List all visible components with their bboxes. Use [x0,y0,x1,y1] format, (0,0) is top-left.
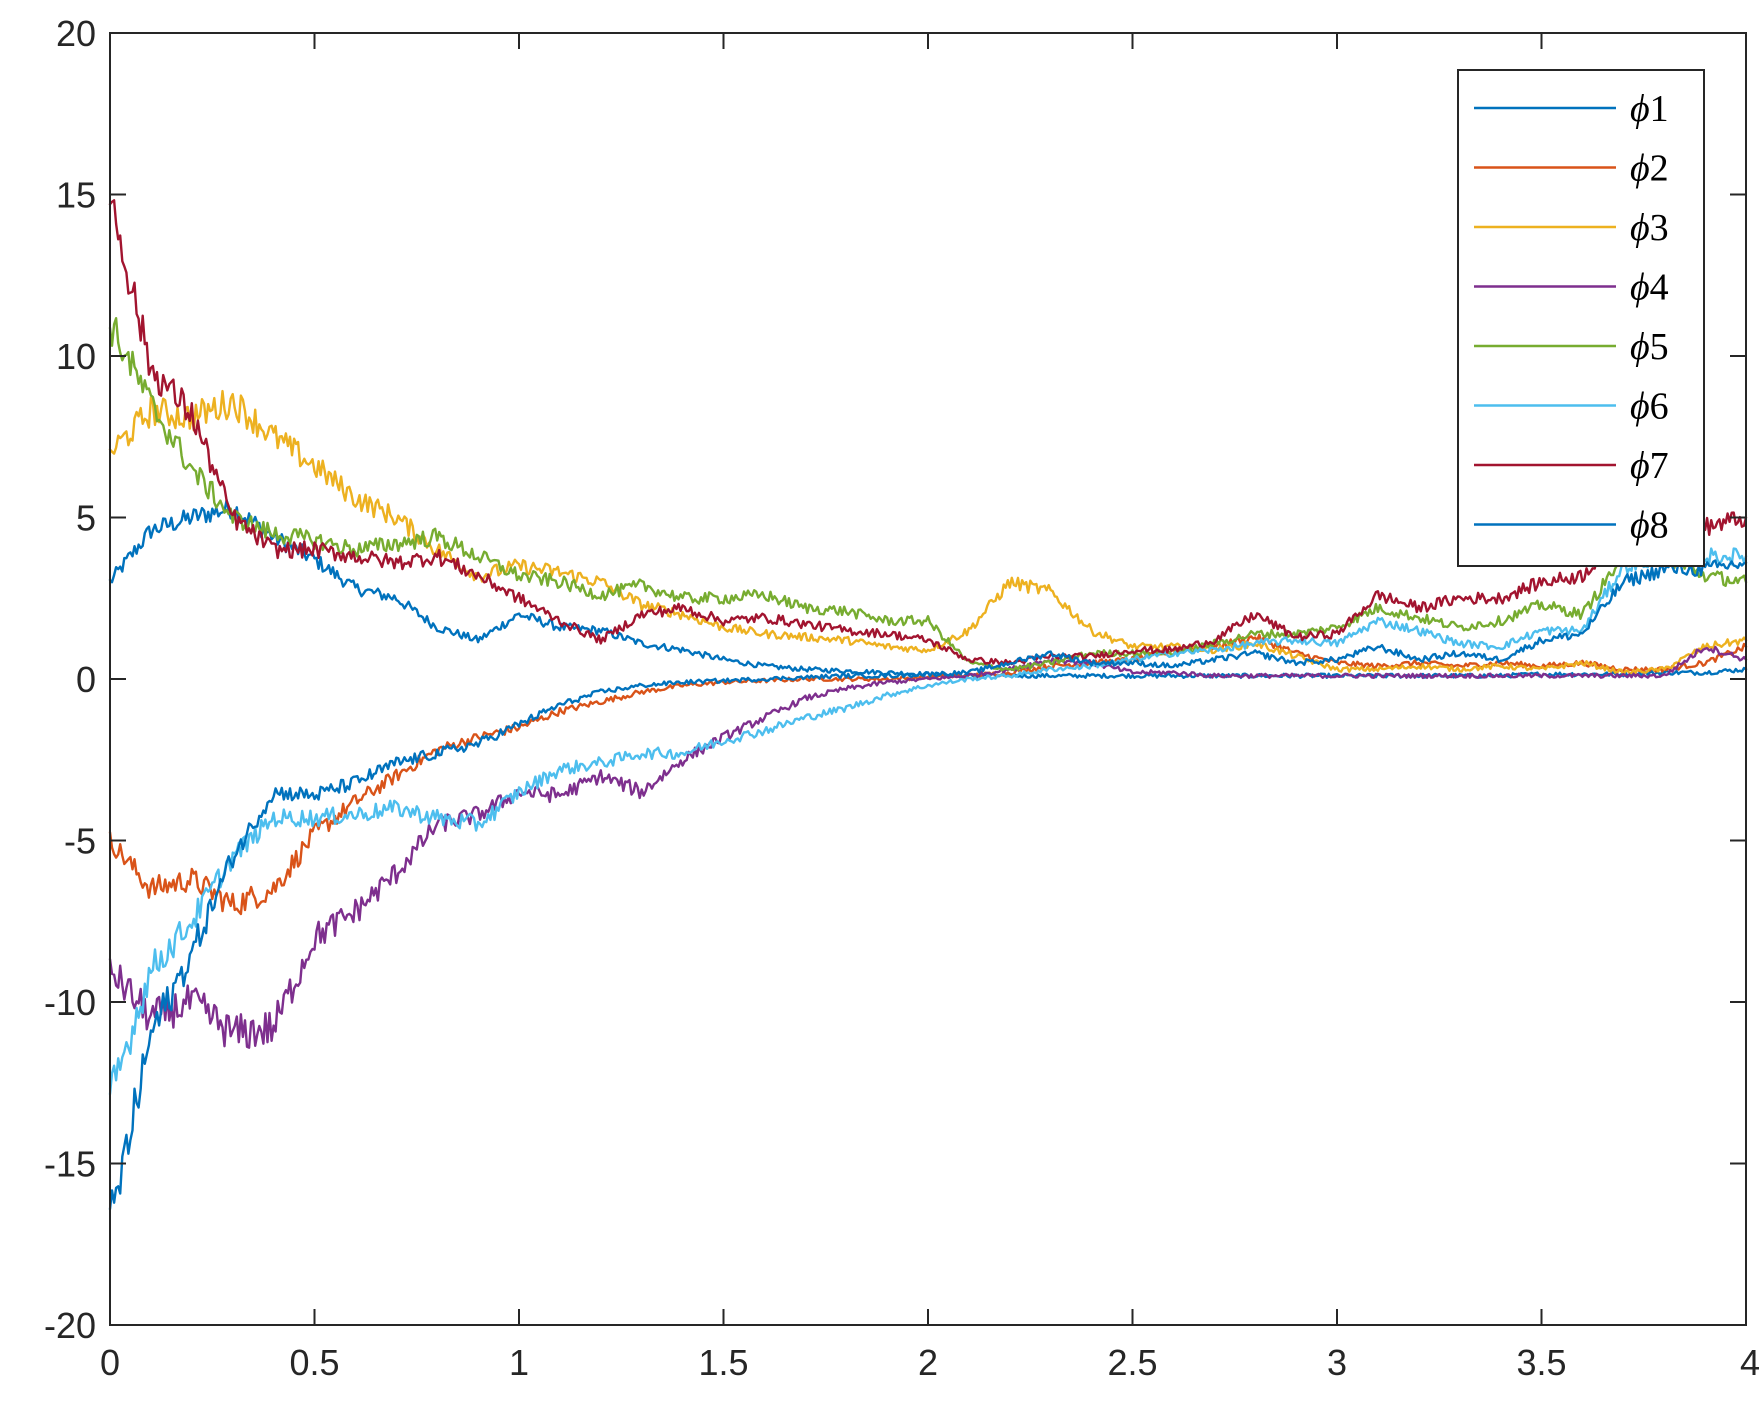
x-tick-label: 2.5 [1107,1342,1157,1383]
x-tick-label: 2 [918,1342,938,1383]
x-tick-label: 1 [509,1342,529,1383]
legend-label: ϕ1 [1630,88,1669,130]
legend-box [1457,69,1705,567]
x-tick-label: 0.5 [289,1342,339,1383]
y-tick-label: 10 [56,336,96,377]
x-tick-label: 4 [1740,1342,1760,1383]
series-line-5 [108,317,1748,672]
legend-label: ϕ7 [1630,445,1669,487]
legend-label: ϕ4 [1630,267,1669,309]
series-line-8 [108,559,1748,1211]
y-tick-label: -20 [44,1305,96,1346]
y-tick-label: 15 [56,175,96,216]
legend: ϕ1 ϕ2 ϕ3 ϕ4 ϕ5 ϕ6 ϕ7 ϕ8 [1457,69,1705,567]
x-axis-ticks: 0 0.5 1 1.5 2 2.5 3 3.5 4 [100,33,1760,1383]
legend-label: ϕ2 [1630,148,1669,190]
y-tick-label: 20 [56,13,96,54]
x-tick-label: 3.5 [1516,1342,1566,1383]
x-tick-label: 3 [1327,1342,1347,1383]
series-line-4 [108,645,1748,1049]
y-tick-label: -15 [44,1144,96,1185]
series-line-2 [108,633,1748,916]
series-line-3 [108,389,1748,676]
y-tick-label: 5 [76,498,96,539]
series-line-6 [108,547,1748,1096]
series-line-7 [108,199,1748,666]
y-axis-ticks: -20 -15 -10 -5 0 5 10 15 20 [44,13,1746,1346]
legend-label: ϕ6 [1630,386,1669,428]
legend-label: ϕ5 [1630,326,1669,368]
series-layer [108,199,1748,1211]
legend-label: ϕ8 [1630,505,1669,547]
x-tick-label: 0 [100,1342,120,1383]
y-tick-label: 0 [76,659,96,700]
y-tick-label: -5 [64,821,96,862]
legend-label: ϕ3 [1630,207,1669,249]
x-tick-label: 1.5 [698,1342,748,1383]
y-tick-label: -10 [44,982,96,1023]
